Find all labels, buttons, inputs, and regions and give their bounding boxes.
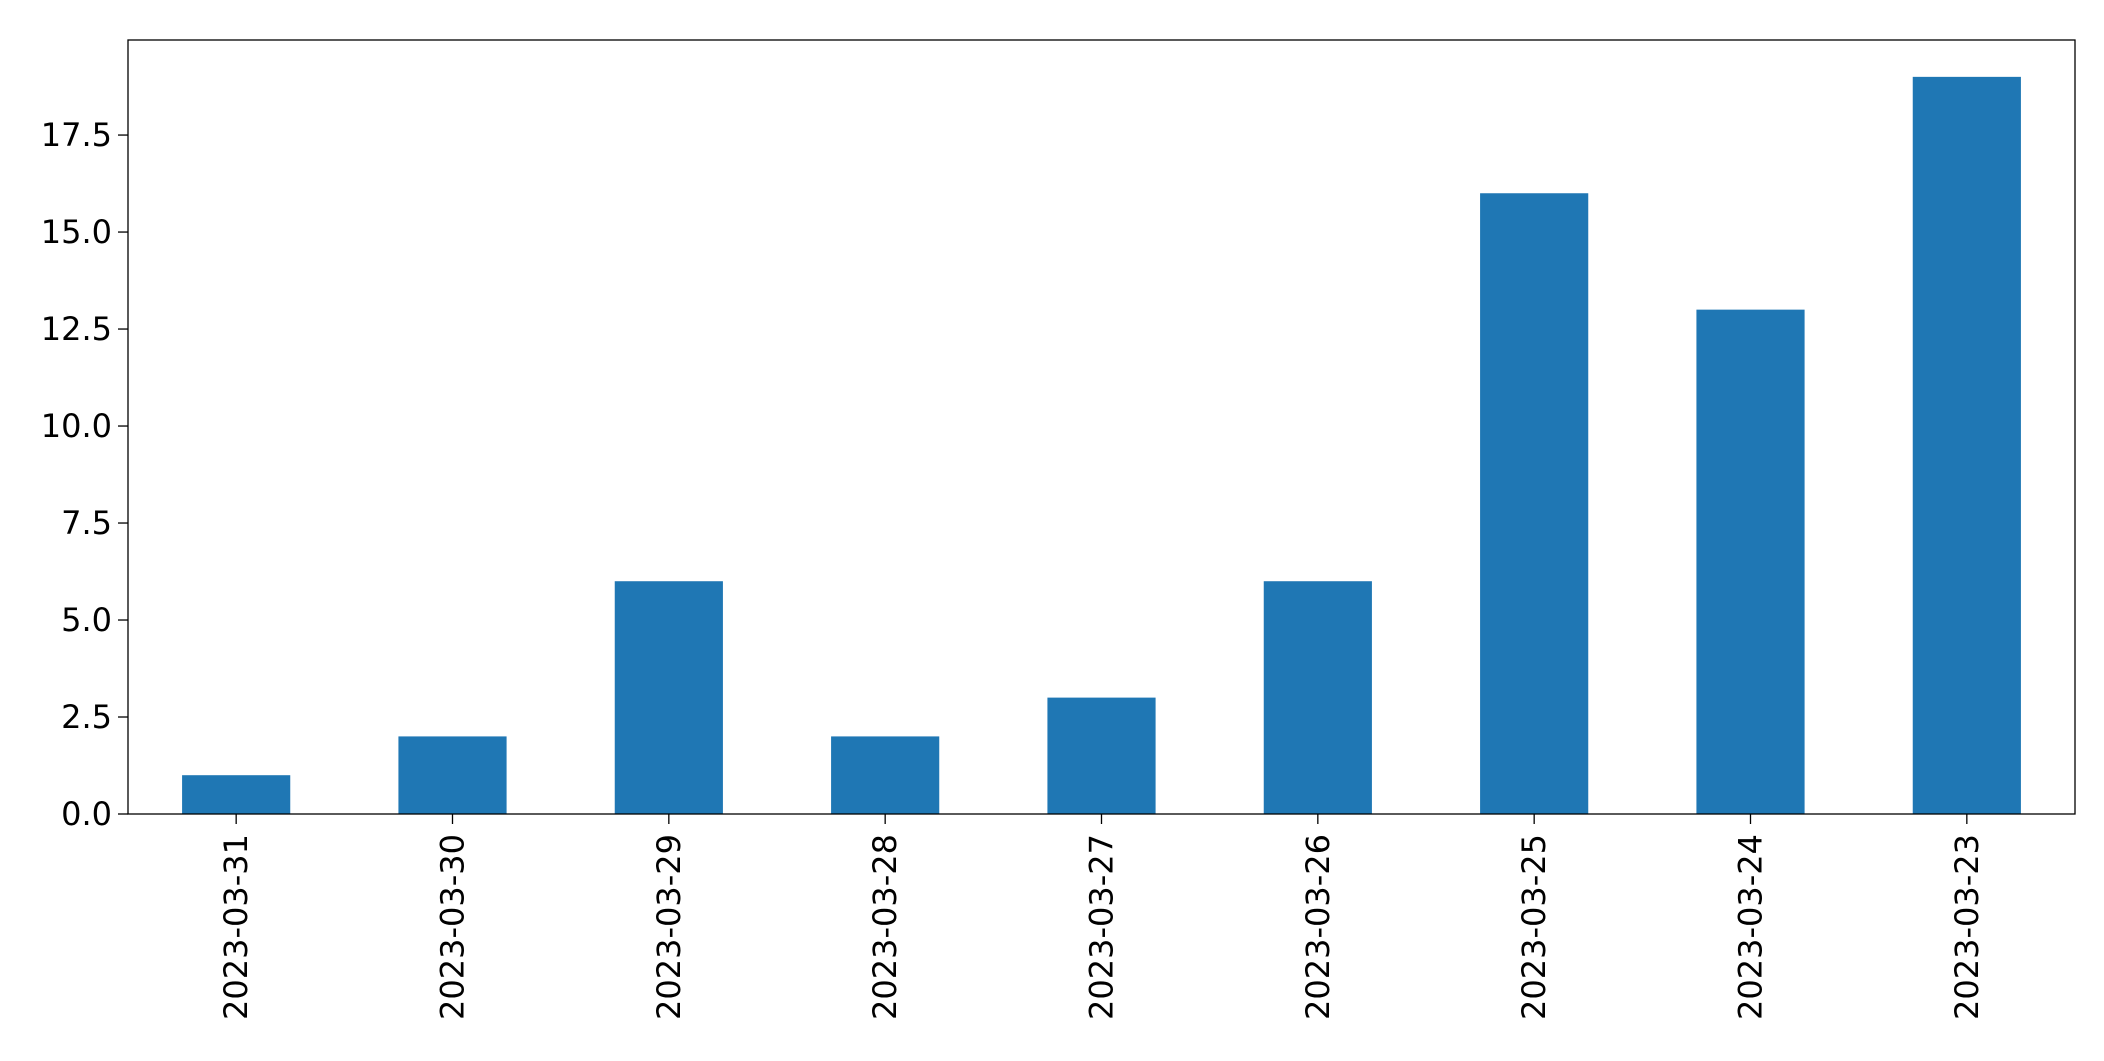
bars-group	[182, 76, 2021, 815]
bar-2023-03-30	[398, 736, 507, 814]
x-tick-label: 2023-03-25	[1515, 834, 1553, 1020]
x-tick-label: 2023-03-26	[1299, 834, 1337, 1020]
y-tick-label: 17.5	[41, 116, 112, 154]
x-tick-label: 2023-03-24	[1732, 834, 1770, 1020]
bar-2023-03-28	[831, 736, 940, 814]
y-tick-label: 15.0	[41, 213, 112, 251]
x-tick-label: 2023-03-30	[434, 834, 472, 1020]
x-tick-label: 2023-03-27	[1083, 834, 1121, 1020]
x-tick-label: 2023-03-31	[217, 834, 255, 1020]
y-tick-label: 5.0	[61, 601, 112, 639]
bar-2023-03-23	[1912, 76, 2021, 815]
bar-2023-03-31	[182, 775, 291, 814]
bar-2023-03-26	[1263, 581, 1372, 814]
plot-frame	[127, 39, 2076, 815]
bar-2023-03-29	[614, 581, 723, 814]
bar-2023-03-27	[1047, 697, 1156, 814]
y-axis: 0.0 2.5 5.0 7.5 10.0 12.5 15.0 17.5	[41, 116, 128, 833]
x-tick-label: 2023-03-23	[1948, 834, 1986, 1020]
y-tick-label: 12.5	[41, 310, 112, 348]
bar-2023-03-25	[1480, 193, 1589, 814]
y-tick-label: 0.0	[61, 795, 112, 833]
y-tick-label: 2.5	[61, 698, 112, 736]
x-axis: 2023-03-31 2023-03-30 2023-03-29 2023-03-28…	[217, 814, 1986, 1020]
x-tick-label: 2023-03-29	[650, 834, 688, 1020]
x-tick-label: 2023-03-28	[866, 834, 904, 1020]
y-tick-label: 7.5	[61, 504, 112, 542]
y-tick-label: 10.0	[41, 407, 112, 445]
bar-2023-03-24	[1696, 309, 1805, 814]
